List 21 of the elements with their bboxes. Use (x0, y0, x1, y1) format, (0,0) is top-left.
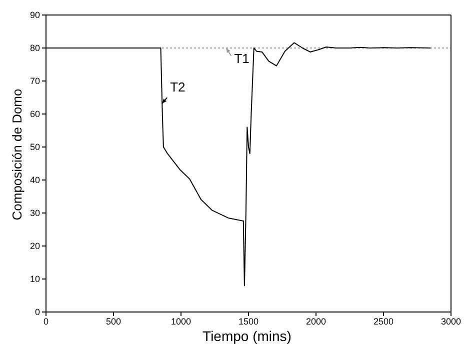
x-tick-label: 500 (106, 316, 122, 326)
x-tick-label: 0 (43, 316, 49, 326)
x-tick-label: 3000 (440, 316, 462, 326)
y-tick-label: 50 (30, 142, 40, 152)
x-tick-label: 1500 (238, 316, 259, 326)
y-tick-label: 40 (30, 175, 40, 186)
x-tick-label: 2500 (373, 316, 394, 326)
series-label: T2 (170, 80, 186, 95)
y-tick-label: 80 (30, 43, 40, 54)
y-tick-label: 30 (30, 208, 40, 218)
y-tick-label: 20 (30, 241, 40, 252)
x-tick-label: 1000 (170, 316, 192, 326)
y-tick-label: 0 (34, 307, 40, 318)
y-axis-title: Composición de Domo (10, 88, 25, 220)
y-tick-label: 70 (30, 76, 40, 86)
legend-label: T1 (234, 51, 250, 66)
x-tick-label: 2000 (306, 316, 326, 326)
y-tick-label: 90 (30, 10, 40, 20)
y-tick-label: 60 (30, 109, 40, 120)
x-axis-title: Tiempo (mins) (202, 328, 292, 344)
y-tick-label: 10 (30, 274, 40, 284)
